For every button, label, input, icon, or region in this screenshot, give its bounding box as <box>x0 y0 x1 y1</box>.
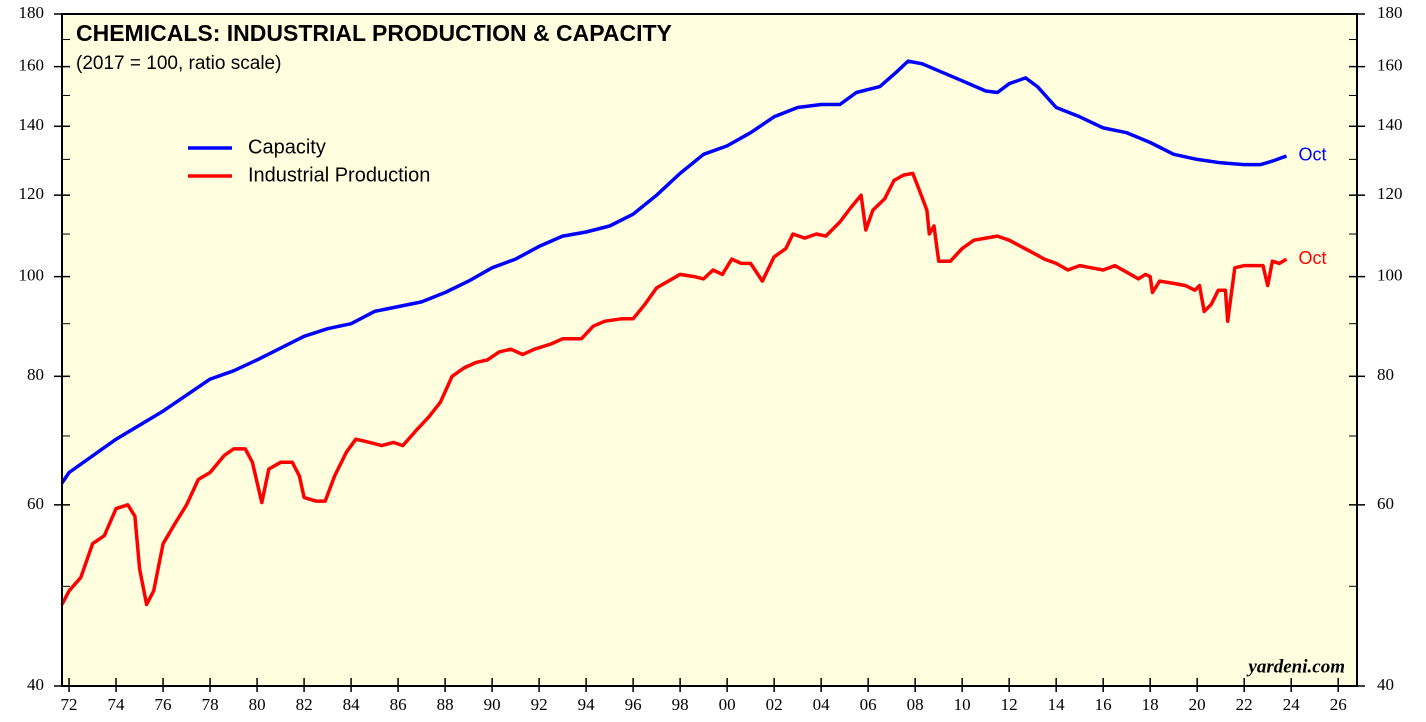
x-tick-label: 80 <box>249 695 266 714</box>
source: yardeni.com <box>1246 656 1345 677</box>
x-tick-label: 74 <box>108 695 126 714</box>
y-tick-label: 40 <box>27 675 44 694</box>
x-tick-label: 72 <box>61 695 78 714</box>
x-tick-label: 82 <box>296 695 313 714</box>
y2-tick-label: 140 <box>1377 115 1403 134</box>
y-tick-label: 100 <box>19 266 45 285</box>
x-tick-label: 22 <box>1236 695 1253 714</box>
end-label: Oct <box>1298 248 1326 268</box>
x-tick-label: 08 <box>907 695 924 714</box>
x-tick-label: 20 <box>1189 695 1206 714</box>
x-tick-label: 04 <box>813 695 831 714</box>
y-tick-label: 60 <box>27 494 44 513</box>
end-label: Oct <box>1298 145 1326 165</box>
series-line <box>60 59 1288 484</box>
x-tick-label: 00 <box>719 695 736 714</box>
y-tick-label: 140 <box>19 115 45 134</box>
x-tick-label: 06 <box>860 695 877 714</box>
y2-tick-label: 40 <box>1377 675 1394 694</box>
x-tick-label: 10 <box>954 695 971 714</box>
x-tick-label: 12 <box>1001 695 1018 714</box>
legend-label: Capacity <box>248 136 326 158</box>
chart-title: CHEMICALS: INDUSTRIAL PRODUCTION & CAPAC… <box>76 20 672 46</box>
y2-tick-label: 120 <box>1377 184 1403 203</box>
y-tick-label: 80 <box>27 365 44 384</box>
x-tick-label: 86 <box>390 695 407 714</box>
legend-label: Industrial Production <box>248 164 430 186</box>
x-tick-label: 78 <box>202 695 219 714</box>
x-tick-label: 14 <box>1048 695 1066 714</box>
x-tick-label: 98 <box>672 695 689 714</box>
y2-tick-label: 100 <box>1377 266 1403 285</box>
x-tick-label: 92 <box>531 695 548 714</box>
x-tick-label: 96 <box>625 695 642 714</box>
x-tick-label: 90 <box>484 695 501 714</box>
x-tick-label: 24 <box>1283 695 1301 714</box>
y-tick-label: 120 <box>19 184 45 203</box>
marks <box>60 59 1288 607</box>
x-tick-label: 26 <box>1330 695 1347 714</box>
y2-tick-label: 180 <box>1377 3 1403 22</box>
x-tick-label: 02 <box>766 695 783 714</box>
x-tick-label: 76 <box>155 695 172 714</box>
chart-subtitle: (2017 = 100, ratio scale) <box>76 53 281 74</box>
x-tick-label: 94 <box>578 695 596 714</box>
x-tick-label: 84 <box>343 695 361 714</box>
y-tick-label: 160 <box>19 56 45 75</box>
x-tick-label: 18 <box>1142 695 1159 714</box>
y2-tick-label: 60 <box>1377 494 1394 513</box>
x-tick-label: 88 <box>437 695 454 714</box>
plot-border <box>61 13 1358 687</box>
plot-area <box>62 14 1357 686</box>
series-line <box>60 171 1288 607</box>
y-tick-label: 180 <box>19 3 45 22</box>
y2-tick-label: 80 <box>1377 365 1394 384</box>
y2-tick-label: 160 <box>1377 56 1403 75</box>
x-tick-label: 16 <box>1095 695 1112 714</box>
